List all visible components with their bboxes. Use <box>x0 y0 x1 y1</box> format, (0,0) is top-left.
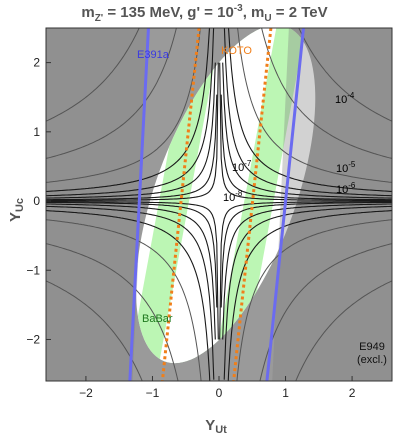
x-tick-label: −2 <box>79 386 93 400</box>
x-tick-label: −1 <box>146 386 160 400</box>
y-tick-label: −1 <box>26 263 40 277</box>
contour-lines-black <box>46 28 392 381</box>
e391a-label: E391a <box>137 49 170 61</box>
e949-excl-label: (excl.) <box>357 354 387 366</box>
contour-label-1e-7: 10-7 <box>232 159 252 174</box>
x-tick-label: 1 <box>282 386 289 400</box>
e391a-lines <box>128 28 305 381</box>
contour-label-1e-6: 10-6 <box>336 181 356 196</box>
y-axis-label: YUc <box>7 198 26 222</box>
babar-label: BaBar <box>142 313 173 325</box>
contour-label-1e-4: 10-4 <box>335 91 355 106</box>
contour-label-1e-8: 10-8 <box>223 189 243 204</box>
y-tick-label: 1 <box>33 125 40 139</box>
x-axis-label: YUt <box>205 417 227 436</box>
koto-lines <box>160 28 273 381</box>
y-tick-label: 2 <box>33 56 40 70</box>
y-tick-label: −2 <box>26 332 40 346</box>
x-axis-ticks: −2 −1 0 1 2 <box>79 376 356 400</box>
y-axis-ticks: −2 −1 0 1 2 <box>26 56 51 346</box>
y-tick-label: 0 <box>33 194 40 208</box>
x-tick-label: 0 <box>216 386 223 400</box>
contour-lines-grey <box>46 28 392 381</box>
x-tick-label: 2 <box>349 386 356 400</box>
koto-label: KOTO <box>221 45 252 57</box>
contour-label-1e-5: 10-5 <box>336 160 356 175</box>
e949-label: E949 <box>359 341 385 353</box>
e949-overlay <box>153 28 279 381</box>
chart-title: mZ' = 135 MeV, g' = 10-3, mU = 2 TeV <box>81 3 328 24</box>
